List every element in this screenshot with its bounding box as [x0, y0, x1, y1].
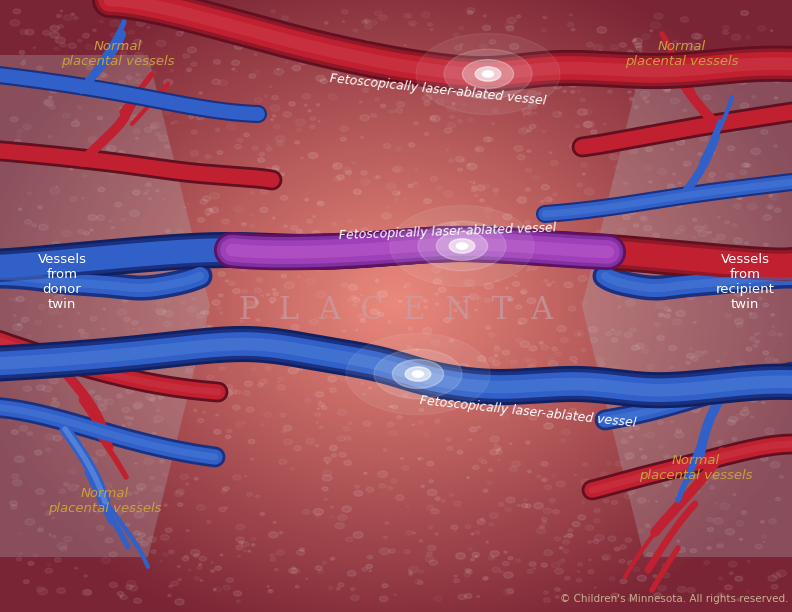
Ellipse shape	[730, 126, 740, 132]
Ellipse shape	[21, 62, 25, 65]
Ellipse shape	[624, 332, 632, 337]
Ellipse shape	[418, 222, 506, 271]
Ellipse shape	[669, 293, 672, 294]
Text: Normal
placental vessels: Normal placental vessels	[61, 40, 175, 68]
Ellipse shape	[135, 91, 657, 513]
Ellipse shape	[643, 97, 646, 100]
Ellipse shape	[466, 163, 477, 170]
Ellipse shape	[284, 225, 287, 228]
Ellipse shape	[512, 461, 520, 467]
Ellipse shape	[463, 300, 468, 302]
Ellipse shape	[211, 570, 215, 572]
Ellipse shape	[444, 49, 532, 99]
Ellipse shape	[328, 376, 337, 382]
Ellipse shape	[710, 139, 712, 140]
Ellipse shape	[21, 317, 29, 322]
Ellipse shape	[668, 309, 672, 312]
Ellipse shape	[775, 359, 779, 362]
Ellipse shape	[492, 567, 500, 572]
Ellipse shape	[320, 79, 327, 83]
Ellipse shape	[89, 390, 94, 394]
Ellipse shape	[72, 419, 82, 426]
Ellipse shape	[289, 568, 297, 573]
Ellipse shape	[354, 491, 363, 496]
Ellipse shape	[641, 374, 649, 379]
Ellipse shape	[283, 210, 509, 394]
Ellipse shape	[365, 40, 368, 42]
Ellipse shape	[383, 143, 391, 148]
Ellipse shape	[122, 425, 125, 427]
Ellipse shape	[227, 429, 232, 433]
Text: P  L  A  C  E  N  T  A: P L A C E N T A	[239, 294, 553, 326]
Ellipse shape	[60, 10, 63, 12]
Ellipse shape	[503, 561, 509, 565]
Ellipse shape	[78, 230, 84, 234]
Ellipse shape	[529, 415, 537, 420]
Ellipse shape	[360, 136, 364, 138]
Ellipse shape	[135, 491, 138, 494]
Ellipse shape	[360, 114, 369, 121]
Ellipse shape	[706, 518, 713, 521]
Ellipse shape	[128, 84, 664, 520]
Ellipse shape	[750, 451, 756, 455]
Ellipse shape	[746, 164, 751, 167]
Ellipse shape	[387, 422, 394, 427]
Ellipse shape	[295, 345, 300, 348]
Ellipse shape	[749, 283, 755, 286]
Ellipse shape	[249, 74, 256, 78]
Ellipse shape	[629, 209, 637, 214]
Ellipse shape	[188, 116, 193, 119]
Ellipse shape	[590, 338, 598, 343]
Ellipse shape	[581, 479, 591, 485]
Ellipse shape	[360, 294, 363, 296]
Ellipse shape	[432, 247, 441, 253]
Ellipse shape	[687, 353, 695, 358]
Ellipse shape	[24, 580, 29, 583]
Ellipse shape	[703, 351, 707, 354]
Ellipse shape	[534, 248, 542, 253]
Ellipse shape	[295, 141, 299, 144]
Ellipse shape	[444, 128, 452, 133]
Ellipse shape	[6, 0, 786, 612]
Ellipse shape	[711, 475, 718, 480]
Ellipse shape	[276, 384, 285, 390]
Ellipse shape	[741, 10, 748, 15]
Ellipse shape	[470, 558, 474, 561]
Ellipse shape	[427, 552, 432, 556]
Ellipse shape	[161, 380, 167, 384]
Ellipse shape	[97, 77, 101, 81]
Ellipse shape	[113, 435, 123, 441]
Ellipse shape	[48, 20, 744, 584]
Ellipse shape	[329, 248, 463, 356]
Ellipse shape	[588, 327, 597, 332]
Ellipse shape	[749, 337, 756, 340]
Ellipse shape	[534, 502, 543, 509]
Ellipse shape	[597, 27, 607, 33]
Ellipse shape	[165, 145, 169, 149]
Ellipse shape	[596, 490, 599, 492]
Ellipse shape	[627, 561, 634, 565]
Ellipse shape	[77, 313, 80, 314]
Ellipse shape	[744, 242, 748, 244]
Ellipse shape	[318, 121, 320, 122]
Ellipse shape	[32, 262, 40, 267]
Ellipse shape	[449, 90, 452, 92]
Ellipse shape	[112, 226, 114, 229]
Ellipse shape	[136, 483, 146, 490]
Ellipse shape	[125, 416, 129, 419]
Ellipse shape	[220, 312, 223, 314]
Ellipse shape	[245, 381, 253, 386]
Ellipse shape	[196, 174, 204, 180]
Ellipse shape	[186, 279, 195, 285]
Ellipse shape	[60, 43, 67, 47]
Ellipse shape	[774, 78, 781, 83]
Ellipse shape	[81, 333, 89, 338]
Ellipse shape	[219, 507, 226, 512]
Ellipse shape	[362, 88, 368, 92]
Ellipse shape	[272, 95, 278, 100]
Ellipse shape	[110, 245, 112, 247]
Ellipse shape	[54, 75, 59, 78]
Ellipse shape	[101, 97, 105, 99]
Ellipse shape	[205, 155, 211, 159]
